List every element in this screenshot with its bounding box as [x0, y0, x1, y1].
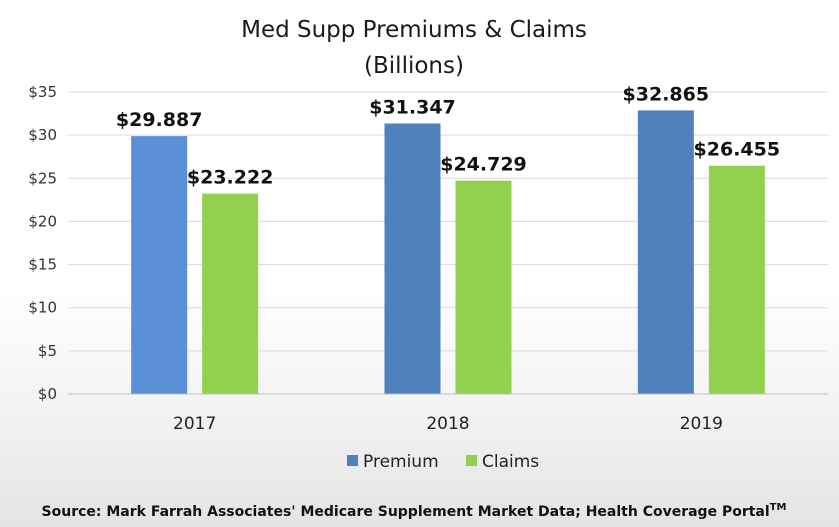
y-tick-label: $35: [28, 83, 57, 101]
legend: Premium Claims: [347, 452, 539, 472]
legend-swatch-premium: [347, 455, 358, 466]
x-tick-label-2018: 2018: [426, 414, 469, 434]
data-label-claims-2018: $24.729: [440, 154, 527, 176]
bar-premium-2017: [131, 136, 188, 394]
trademark-mark: TM: [770, 502, 787, 513]
bar-claims-2019: [708, 165, 765, 394]
x-axis-ticks: 2017 2018 2019: [173, 414, 723, 434]
y-axis-ticks: $0 $5 $10 $15 $20 $25 $30 $35: [28, 83, 57, 403]
gridlines: [68, 91, 828, 352]
legend-label-premium: Premium: [363, 452, 439, 472]
bar-premium-2018: [384, 123, 441, 394]
y-tick-label: $30: [28, 126, 57, 144]
y-tick-label: $10: [28, 299, 57, 317]
legend-label-claims: Claims: [482, 452, 539, 472]
y-tick-label: $5: [38, 342, 57, 360]
y-tick-label: $20: [28, 212, 57, 230]
y-tick-label: $15: [28, 256, 57, 274]
y-tick-label: $0: [38, 385, 57, 403]
source-text: Source: Mark Farrah Associates' Medicare…: [42, 504, 770, 520]
chart-title: Med Supp Premiums & Claims: [241, 17, 587, 43]
data-label-premium-2017: $29.887: [116, 109, 203, 131]
x-tick-label-2019: 2019: [680, 414, 723, 434]
x-tick-label-2017: 2017: [173, 414, 216, 434]
bar-claims-2018: [455, 180, 512, 394]
data-labels: $29.887 $23.222 $31.347 $24.729 $32.865 $26.4…: [116, 83, 780, 188]
bar-claims-2017: [202, 193, 259, 394]
legend-swatch-claims: [466, 455, 477, 466]
data-label-claims-2019: $26.455: [694, 139, 781, 161]
bars: [131, 110, 765, 394]
chart-subtitle: (Billions): [364, 53, 464, 79]
data-label-premium-2019: $32.865: [623, 83, 710, 105]
source-note: Source: Mark Farrah Associates' Medicare…: [42, 502, 787, 520]
y-tick-label: $25: [28, 169, 57, 187]
bar-premium-2019: [637, 110, 694, 394]
data-label-premium-2018: $31.347: [369, 97, 456, 119]
data-label-claims-2017: $23.222: [187, 167, 274, 189]
